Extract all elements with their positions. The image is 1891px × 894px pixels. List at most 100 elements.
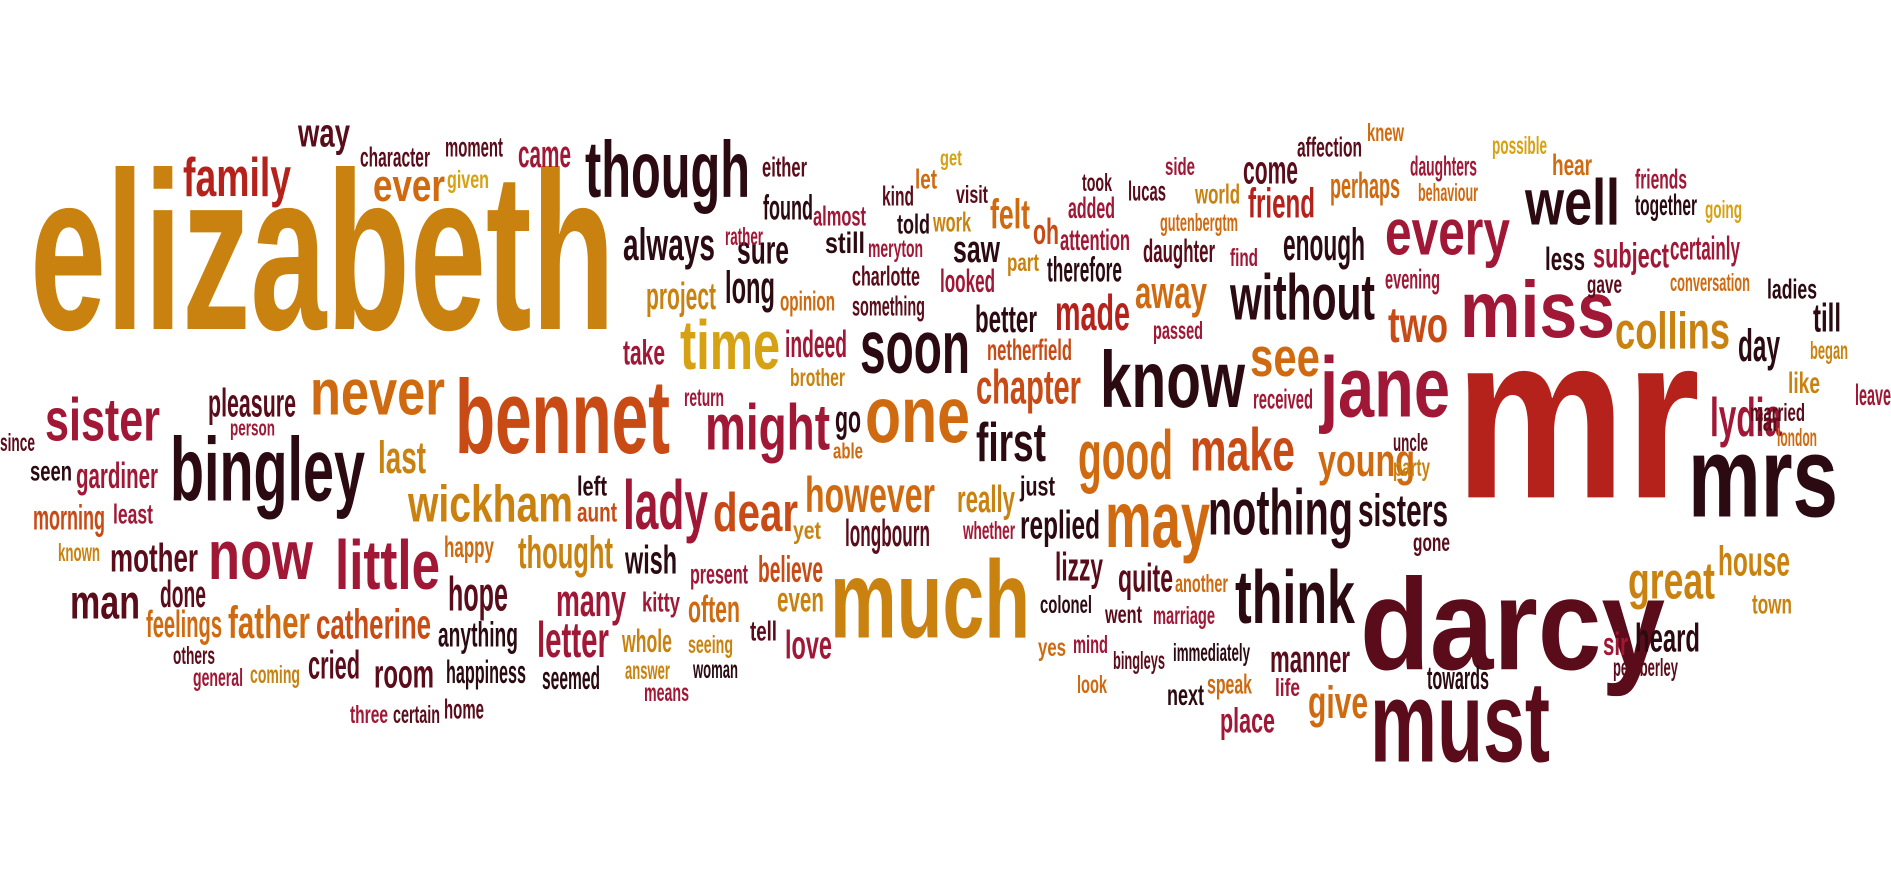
- word-family: family: [183, 146, 291, 209]
- word-going: going: [1705, 195, 1742, 224]
- word-darcy: darcy: [1360, 552, 1665, 698]
- word-never: never: [310, 356, 445, 429]
- word-many: many: [556, 575, 626, 626]
- word-marriage: marriage: [1153, 601, 1215, 630]
- word-may: may: [1105, 475, 1210, 565]
- word-happiness: happiness: [446, 654, 526, 690]
- word-even: even: [777, 579, 824, 620]
- word-possible: possible: [1492, 131, 1547, 160]
- word-take: take: [623, 332, 665, 373]
- word-dear: dear: [713, 481, 798, 544]
- word-soon: soon: [860, 305, 970, 390]
- word-long: long: [725, 262, 775, 313]
- word-charlotte: charlotte: [852, 260, 920, 292]
- word-woman: woman: [693, 655, 738, 684]
- word-gone: gone: [1413, 528, 1450, 557]
- word-mind: mind: [1073, 630, 1108, 659]
- word-cried: cried: [308, 642, 360, 688]
- word-really: really: [957, 477, 1015, 521]
- word-took: took: [1082, 168, 1112, 197]
- word-work: work: [933, 206, 971, 238]
- word-three: three: [350, 700, 388, 729]
- word-perhaps: perhaps: [1330, 165, 1400, 207]
- word-see: see: [1250, 326, 1320, 389]
- word-indeed: indeed: [785, 322, 847, 366]
- word-came: came: [518, 132, 571, 176]
- word-certainly: certainly: [1670, 230, 1740, 267]
- word-though: though: [585, 125, 750, 215]
- word-received: received: [1253, 383, 1313, 415]
- word-saw: saw: [953, 227, 1000, 271]
- word-moment: moment: [445, 131, 503, 163]
- word-world: world: [1195, 178, 1240, 210]
- word-lady: lady: [623, 465, 708, 545]
- word-first: first: [976, 411, 1046, 474]
- word-every: every: [1385, 196, 1510, 269]
- word-great: great: [1628, 551, 1715, 611]
- word-uncle: uncle: [1393, 428, 1428, 457]
- word-towards: towards: [1427, 660, 1489, 696]
- word-life: life: [1275, 673, 1300, 702]
- word-manner: manner: [1270, 637, 1350, 681]
- word-pemberley: pemberley: [1613, 653, 1678, 682]
- word-sure: sure: [737, 227, 789, 273]
- word-seeing: seeing: [688, 630, 733, 659]
- word-others: others: [173, 641, 215, 670]
- word-morning: morning: [33, 497, 105, 538]
- word-passed: passed: [1153, 316, 1203, 345]
- word-miss: miss: [1460, 265, 1615, 355]
- word-project: project: [646, 274, 716, 318]
- word-day: day: [1738, 320, 1780, 371]
- word-known: known: [58, 538, 100, 567]
- word-since: since: [0, 428, 35, 457]
- word-brother: brother: [790, 363, 845, 392]
- word-another: another: [1175, 569, 1228, 598]
- word-gave: gave: [1587, 270, 1622, 299]
- word-something: something: [852, 290, 925, 322]
- word-make: make: [1190, 416, 1295, 484]
- word-collins: collins: [1615, 301, 1730, 361]
- word-give: give: [1308, 677, 1368, 728]
- word-away: away: [1135, 267, 1207, 318]
- word-let: let: [915, 163, 937, 195]
- word-kitty: kitty: [642, 586, 680, 618]
- word-go: go: [835, 397, 861, 441]
- word-hear: hear: [1552, 148, 1592, 182]
- word-answer: answer: [625, 656, 670, 685]
- word-sister: sister: [45, 386, 160, 454]
- word-party: party: [1393, 453, 1430, 482]
- word-letter: letter: [537, 612, 609, 668]
- word-nothing: nothing: [1208, 476, 1353, 549]
- word-heard: heard: [1635, 615, 1700, 661]
- word-aunt: aunt: [577, 496, 617, 528]
- word-found: found: [763, 187, 813, 228]
- word-leave: leave: [1855, 378, 1891, 412]
- word-anything: anything: [438, 614, 518, 655]
- word-elizabeth: elizabeth: [30, 126, 615, 379]
- word-good: good: [1078, 415, 1173, 495]
- word-ladies: ladies: [1767, 273, 1817, 305]
- word-often: often: [688, 587, 740, 631]
- word-person: person: [230, 415, 275, 441]
- word-pleasure: pleasure: [208, 380, 296, 426]
- word-must: must: [1370, 658, 1550, 787]
- word-father: father: [228, 597, 310, 648]
- word-oh: oh: [1033, 211, 1059, 253]
- word-began: began: [1810, 336, 1848, 365]
- word-told: told: [897, 208, 930, 240]
- word-get: get: [940, 145, 962, 171]
- word-just: just: [1020, 470, 1055, 502]
- word-character: character: [360, 141, 430, 173]
- word-chapter: chapter: [976, 360, 1081, 414]
- word-mr: mr: [1455, 285, 1700, 550]
- word-side: side: [1165, 152, 1195, 181]
- word-netherfield: netherfield: [987, 333, 1072, 367]
- word-till: till: [1813, 295, 1841, 341]
- word-opinion: opinion: [780, 285, 835, 317]
- word-lydia: lydia: [1710, 386, 1782, 449]
- word-house: house: [1718, 537, 1790, 585]
- word-kind: kind: [882, 180, 914, 212]
- word-whole: whole: [622, 623, 672, 659]
- word-subject: subject: [1593, 235, 1669, 276]
- word-well: well: [1525, 166, 1620, 239]
